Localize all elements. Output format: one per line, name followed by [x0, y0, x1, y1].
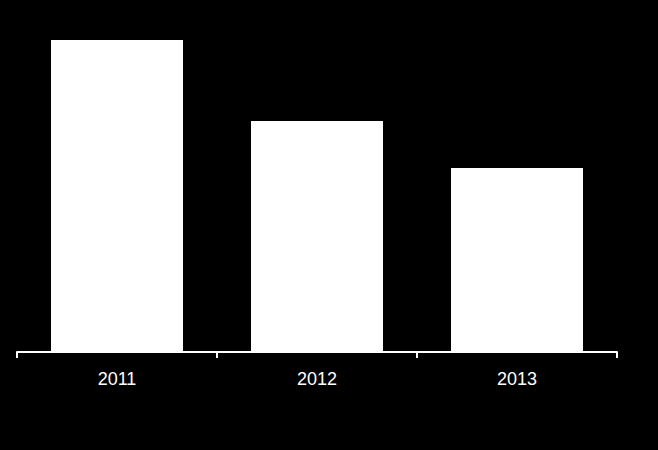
svg-text:2011: 2011 [98, 369, 137, 389]
svg-text:2013: 2013 [497, 369, 537, 389]
svg-text:2012: 2012 [297, 369, 337, 389]
